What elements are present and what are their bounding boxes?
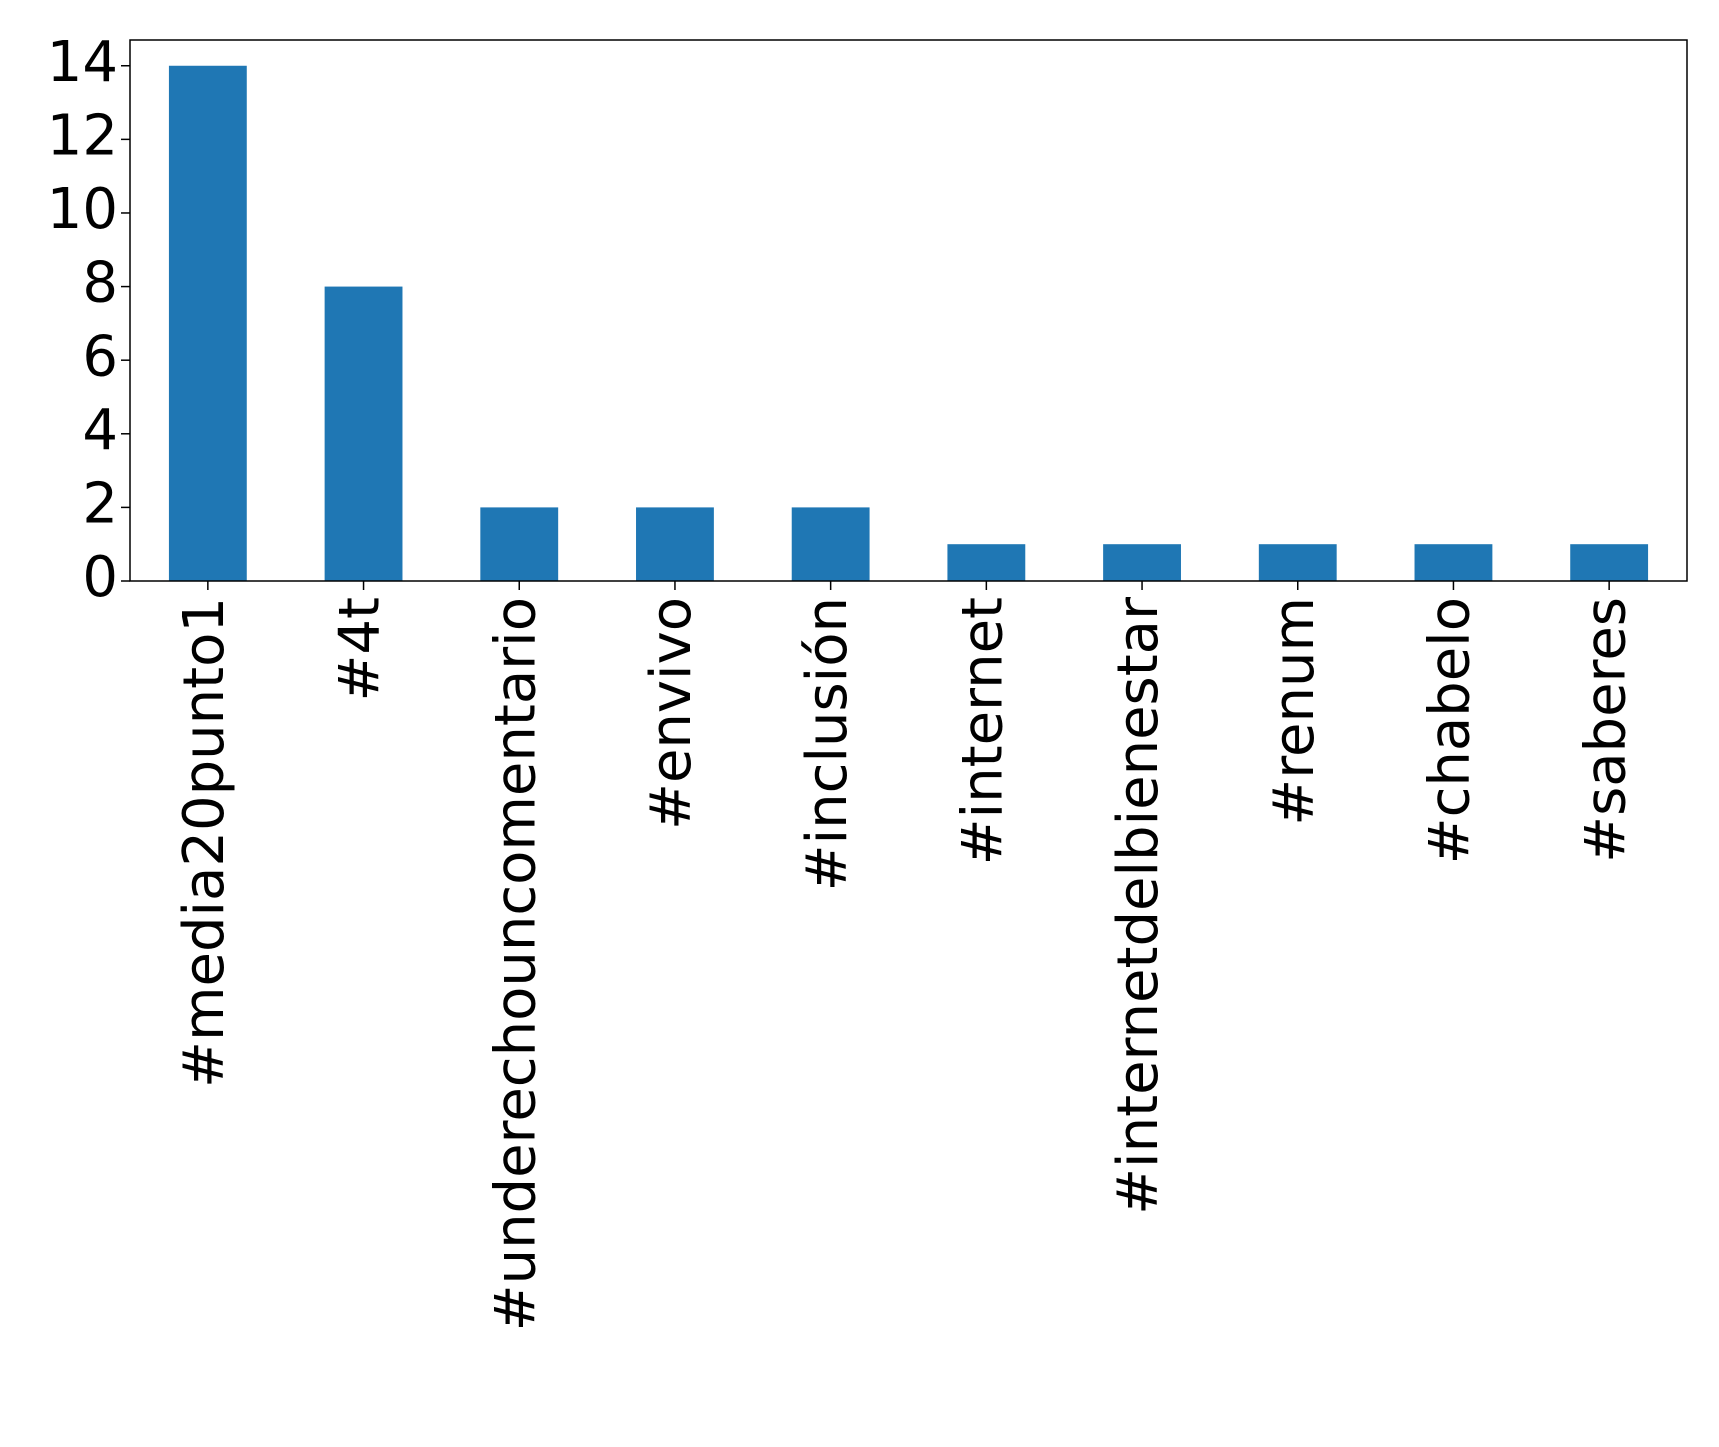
x-tick-label: #internet bbox=[950, 597, 1015, 865]
y-tick-label: 14 bbox=[47, 30, 118, 95]
bar bbox=[168, 65, 247, 581]
bar bbox=[636, 507, 714, 581]
y-tick-label: 12 bbox=[47, 104, 118, 169]
bar bbox=[1414, 544, 1493, 581]
bar bbox=[947, 544, 1026, 581]
x-tick-label: #inclusión bbox=[795, 597, 860, 891]
bar bbox=[480, 507, 559, 581]
y-tick-label: 0 bbox=[82, 545, 118, 610]
x-tick-label: #envivo bbox=[639, 597, 704, 830]
x-tick-label: #media20punto1 bbox=[172, 597, 237, 1088]
y-tick-label: 10 bbox=[47, 177, 118, 242]
x-tick-label: #internetdelbienestar bbox=[1106, 596, 1171, 1215]
bar bbox=[791, 507, 870, 581]
y-tick-label: 2 bbox=[82, 472, 118, 537]
bar bbox=[1258, 544, 1337, 581]
x-tick-label: #underechouncomentario bbox=[483, 597, 548, 1331]
x-tick-label: #chabelo bbox=[1418, 597, 1483, 864]
bar bbox=[324, 286, 403, 581]
x-tick-label: #renum bbox=[1262, 597, 1327, 826]
x-tick-label: #saberes bbox=[1573, 597, 1638, 863]
x-tick-label: #4t bbox=[328, 597, 393, 702]
y-tick-label: 8 bbox=[82, 251, 118, 316]
bar bbox=[1103, 544, 1181, 581]
y-tick-label: 6 bbox=[82, 324, 118, 389]
y-tick-label: 4 bbox=[82, 398, 118, 463]
plot-frame bbox=[129, 39, 1688, 582]
bar bbox=[1570, 544, 1649, 581]
